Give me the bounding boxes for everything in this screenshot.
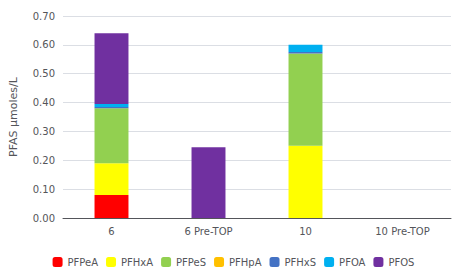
svg-text:PFPeA: PFPeA [68, 257, 99, 268]
svg-text:0.30: 0.30 [33, 126, 55, 137]
svg-text:0.40: 0.40 [33, 97, 55, 108]
svg-text:0.00: 0.00 [33, 213, 55, 224]
svg-text:PFOA: PFOA [339, 257, 365, 268]
svg-text:PFHxS: PFHxS [285, 257, 317, 268]
svg-text:PFOS: PFOS [388, 257, 414, 268]
svg-text:6 Pre-TOP: 6 Pre-TOP [184, 226, 232, 237]
svg-text:0.10: 0.10 [33, 184, 55, 195]
svg-text:6: 6 [108, 226, 114, 237]
svg-text:0.70: 0.70 [33, 11, 55, 22]
svg-text:0.60: 0.60 [33, 39, 55, 50]
svg-text:10 Pre-TOP: 10 Pre-TOP [375, 226, 430, 237]
svg-text:0.20: 0.20 [33, 155, 55, 166]
svg-text:0.50: 0.50 [33, 68, 55, 79]
svg-text:PFHpA: PFHpA [229, 257, 262, 268]
svg-text:PFPeS: PFPeS [176, 257, 206, 268]
svg-text:PFAS μmoles/L: PFAS μmoles/L [7, 76, 20, 157]
svg-text:PFHxA: PFHxA [121, 257, 153, 268]
svg-text:10: 10 [299, 226, 312, 237]
